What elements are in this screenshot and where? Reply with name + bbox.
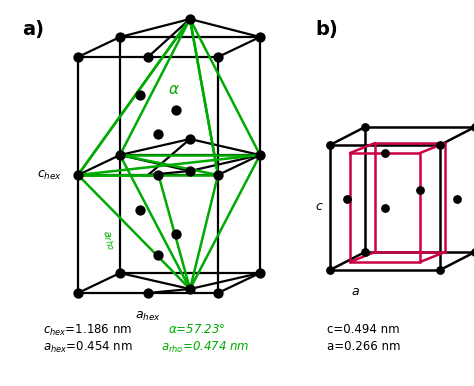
Point (155, 172, 162, 178)
Point (186, 168, 194, 174)
Point (256, 34, 264, 40)
Point (361, 249, 369, 255)
Point (74, 290, 82, 296)
Text: b): b) (315, 20, 338, 39)
Point (471, 249, 474, 255)
Text: c=0.494 nm: c=0.494 nm (327, 323, 400, 336)
Point (186, 286, 194, 292)
Point (214, 54, 222, 60)
Text: $a_{rho}$=0.474 nm: $a_{rho}$=0.474 nm (161, 340, 250, 355)
Point (344, 195, 351, 201)
Point (144, 54, 152, 60)
Point (214, 172, 222, 178)
Point (116, 270, 124, 276)
Point (116, 34, 124, 40)
Text: $c_{hex}$=1.186 nm: $c_{hex}$=1.186 nm (43, 323, 132, 338)
Point (173, 107, 180, 113)
Text: $a_{hex}$=0.454 nm: $a_{hex}$=0.454 nm (43, 340, 133, 355)
Point (256, 152, 264, 158)
Point (144, 290, 152, 296)
Point (471, 124, 474, 130)
Point (416, 186, 424, 193)
Point (214, 290, 222, 296)
Point (256, 270, 264, 276)
Point (381, 150, 389, 156)
Point (173, 231, 180, 237)
Point (137, 91, 144, 98)
Point (74, 172, 82, 178)
Text: a: a (351, 285, 359, 298)
Text: a=0.266 nm: a=0.266 nm (327, 340, 401, 353)
Text: c: c (315, 200, 322, 213)
Point (326, 267, 334, 273)
Text: $c_{hex}$: $c_{hex}$ (37, 168, 62, 181)
Point (155, 130, 162, 137)
Point (186, 16, 194, 22)
Point (116, 152, 124, 158)
Point (186, 136, 194, 142)
Point (74, 54, 82, 60)
Point (436, 267, 444, 273)
Point (361, 124, 369, 130)
Point (155, 252, 162, 258)
Text: $\alpha$: $\alpha$ (168, 83, 180, 98)
Point (381, 205, 389, 211)
Text: $\alpha$=57.23°: $\alpha$=57.23° (168, 323, 226, 336)
Point (137, 207, 144, 213)
Point (454, 195, 461, 201)
Point (436, 142, 444, 148)
Text: $a_{rho}$: $a_{rho}$ (99, 228, 117, 252)
Text: a): a) (22, 20, 44, 39)
Text: $a_{hex}$: $a_{hex}$ (135, 310, 161, 323)
Point (326, 142, 334, 148)
